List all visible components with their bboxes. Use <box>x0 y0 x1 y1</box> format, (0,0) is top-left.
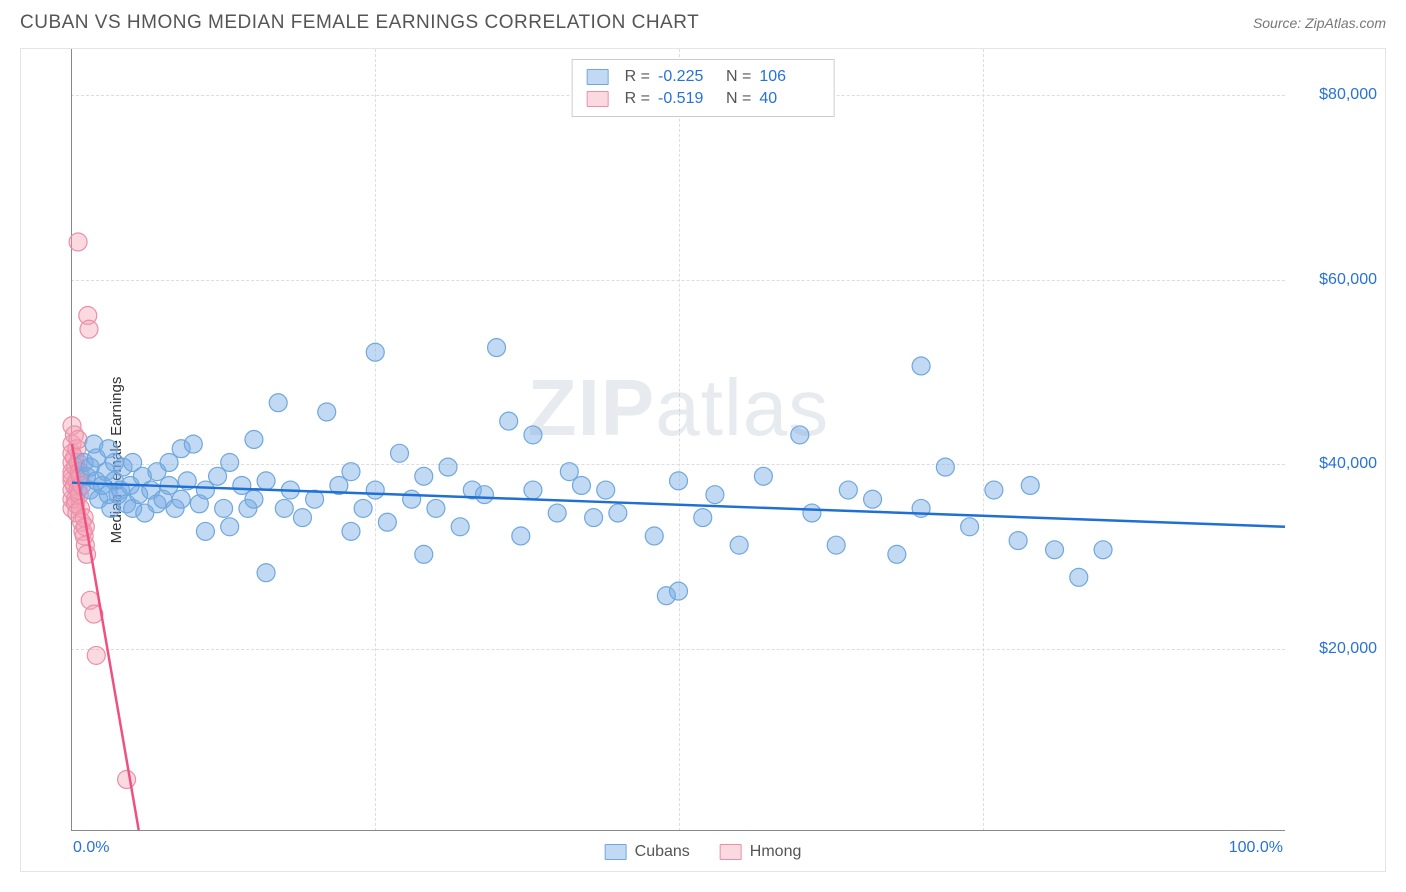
data-point-cubans <box>439 458 457 476</box>
data-point-cubans <box>500 412 518 430</box>
data-point-cubans <box>172 490 190 508</box>
data-point-cubans <box>354 499 372 517</box>
plot-area: ZIPatlas <box>71 49 1285 831</box>
data-point-cubans <box>245 431 263 449</box>
stat-r-value: -0.519 <box>658 90 718 108</box>
stat-n-value: 40 <box>759 90 819 108</box>
data-point-cubans <box>415 545 433 563</box>
legend-swatch <box>587 69 609 85</box>
data-point-cubans <box>524 481 542 499</box>
data-point-hmong <box>69 233 87 251</box>
data-point-cubans <box>342 522 360 540</box>
series-legend: Cubans Hmong <box>605 843 802 861</box>
data-point-cubans <box>257 564 275 582</box>
data-point-cubans <box>597 481 615 499</box>
data-point-cubans <box>730 536 748 554</box>
stat-r-label: R = <box>625 68 650 86</box>
data-point-cubans <box>318 403 336 421</box>
stats-legend-row: R = -0.225 N = 106 <box>587 66 820 88</box>
data-point-cubans <box>754 467 772 485</box>
legend-item: Cubans <box>605 843 690 861</box>
data-point-cubans <box>670 472 688 490</box>
source-attribution: Source: ZipAtlas.com <box>1253 15 1386 31</box>
data-point-cubans <box>645 527 663 545</box>
data-point-cubans <box>221 518 239 536</box>
data-point-cubans <box>451 518 469 536</box>
data-point-cubans <box>475 486 493 504</box>
data-point-hmong <box>118 770 136 788</box>
y-tick-label: $60,000 <box>1319 271 1377 289</box>
data-point-cubans <box>1070 568 1088 586</box>
data-point-cubans <box>524 426 542 444</box>
chart-title: CUBAN VS HMONG MEDIAN FEMALE EARNINGS CO… <box>20 12 699 34</box>
data-point-cubans <box>864 490 882 508</box>
legend-item: Hmong <box>720 843 802 861</box>
stat-n-value: 106 <box>759 68 819 86</box>
data-point-cubans <box>839 481 857 499</box>
data-point-cubans <box>670 582 688 600</box>
data-point-cubans <box>572 476 590 494</box>
data-point-cubans <box>245 490 263 508</box>
data-point-cubans <box>888 545 906 563</box>
legend-label: Cubans <box>635 843 690 860</box>
data-point-cubans <box>694 509 712 527</box>
data-point-cubans <box>366 481 384 499</box>
data-point-cubans <box>791 426 809 444</box>
data-point-cubans <box>342 463 360 481</box>
data-point-cubans <box>1094 541 1112 559</box>
data-point-cubans <box>827 536 845 554</box>
data-point-cubans <box>184 435 202 453</box>
data-point-cubans <box>585 509 603 527</box>
stat-r-label: R = <box>625 90 650 108</box>
x-axis-min-label: 0.0% <box>73 839 109 857</box>
data-point-hmong <box>80 320 98 338</box>
data-point-cubans <box>803 504 821 522</box>
data-point-cubans <box>275 499 293 517</box>
data-point-cubans <box>609 504 627 522</box>
data-point-cubans <box>215 499 233 517</box>
data-point-cubans <box>1009 532 1027 550</box>
data-point-cubans <box>415 467 433 485</box>
data-point-cubans <box>706 486 724 504</box>
stats-legend-row: R = -0.519 N = 40 <box>587 88 820 110</box>
data-point-cubans <box>548 504 566 522</box>
data-point-cubans <box>293 509 311 527</box>
stat-r-value: -0.225 <box>658 68 718 86</box>
data-point-cubans <box>269 394 287 412</box>
legend-swatch <box>720 844 742 860</box>
chart-container: Median Female Earnings ZIPatlas $20,000$… <box>20 48 1386 872</box>
data-point-cubans <box>196 522 214 540</box>
data-point-cubans <box>391 444 409 462</box>
data-point-cubans <box>366 343 384 361</box>
y-tick-label: $80,000 <box>1319 86 1377 104</box>
data-point-cubans <box>378 513 396 531</box>
scatter-plot <box>72 49 1285 830</box>
data-point-cubans <box>257 472 275 490</box>
legend-label: Hmong <box>750 843 802 860</box>
data-point-cubans <box>961 518 979 536</box>
stat-n-label: N = <box>726 90 751 108</box>
stat-n-label: N = <box>726 68 751 86</box>
data-point-cubans <box>1046 541 1064 559</box>
data-point-cubans <box>403 490 421 508</box>
data-point-cubans <box>427 499 445 517</box>
data-point-cubans <box>985 481 1003 499</box>
y-tick-label: $40,000 <box>1319 455 1377 473</box>
data-point-cubans <box>221 454 239 472</box>
data-point-cubans <box>912 357 930 375</box>
y-tick-label: $20,000 <box>1319 640 1377 658</box>
x-axis-max-label: 100.0% <box>1229 839 1283 857</box>
data-point-cubans <box>936 458 954 476</box>
legend-swatch <box>587 91 609 107</box>
legend-swatch <box>605 844 627 860</box>
data-point-hmong <box>87 646 105 664</box>
stats-legend: R = -0.225 N = 106 R = -0.519 N = 40 <box>572 59 835 117</box>
data-point-cubans <box>1021 476 1039 494</box>
data-point-cubans <box>488 339 506 357</box>
data-point-cubans <box>512 527 530 545</box>
